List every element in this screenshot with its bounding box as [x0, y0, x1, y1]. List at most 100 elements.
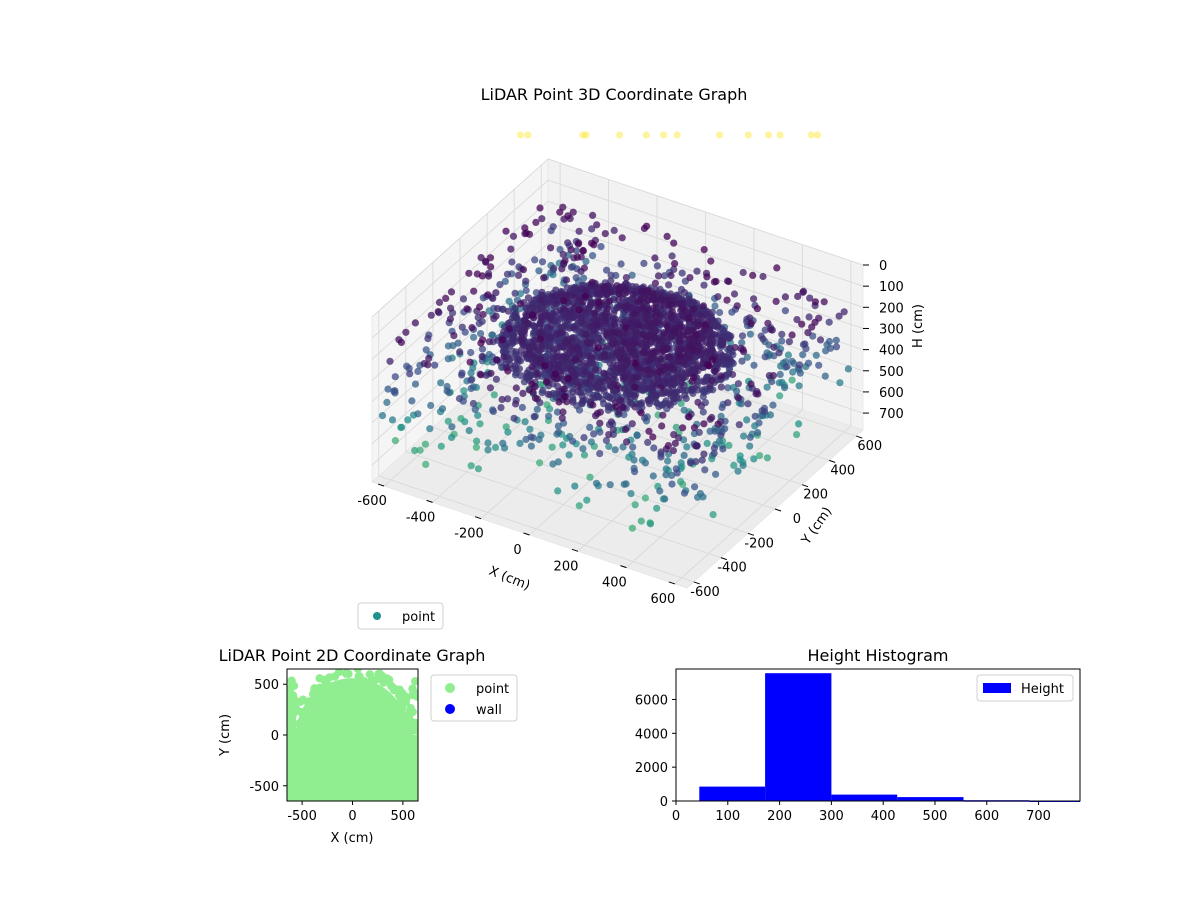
point-3d	[485, 338, 493, 346]
point-3d	[673, 469, 681, 477]
point-3d	[620, 338, 628, 347]
point-3d	[685, 413, 693, 421]
tick-3d-y	[720, 557, 728, 561]
point-3d	[560, 259, 568, 267]
point-3d	[411, 380, 420, 388]
point-3d	[577, 314, 585, 322]
point-3d	[651, 254, 659, 262]
point-3d	[729, 370, 737, 379]
point-3d	[763, 454, 772, 462]
point-3d	[667, 381, 675, 389]
point-3d	[637, 517, 645, 525]
grid-back-z	[547, 179, 864, 287]
point-3d-high	[616, 131, 624, 139]
point-3d	[538, 389, 546, 397]
point-3d	[661, 495, 669, 503]
point-3d	[581, 368, 590, 376]
point-3d	[694, 361, 702, 369]
point-3d	[607, 418, 616, 426]
point-3d	[623, 306, 631, 314]
point-3d	[602, 317, 610, 325]
point-3d	[750, 295, 758, 303]
point-3d	[591, 366, 600, 374]
point-3d	[478, 345, 487, 353]
point-3d	[733, 387, 741, 395]
point-3d	[694, 493, 702, 501]
point-3d	[662, 465, 670, 473]
point-3d	[597, 337, 605, 345]
point-3d	[753, 305, 762, 313]
point-3d	[511, 289, 519, 297]
point-3d	[580, 264, 589, 272]
point-3d	[569, 437, 577, 445]
tick-3d-y	[828, 459, 836, 463]
tick-label-hist-y: 0	[660, 795, 668, 810]
chart-3d-legend: point	[357, 602, 444, 630]
point-3d	[508, 354, 516, 362]
point-2d	[308, 689, 318, 698]
point-3d	[518, 403, 527, 412]
point-3d	[434, 308, 442, 316]
point-3d	[558, 265, 566, 273]
point-3d	[541, 362, 549, 370]
point-3d	[386, 357, 394, 365]
point-3d	[579, 298, 587, 306]
point-3d	[764, 319, 772, 327]
tick-label-3d-z: 400	[879, 344, 904, 359]
point-3d	[556, 306, 565, 314]
chart-2d-legend-wall-marker	[445, 704, 455, 714]
point-3d	[630, 374, 639, 382]
histogram-bars	[699, 673, 1080, 802]
point-2d	[290, 698, 300, 708]
point-3d	[629, 443, 637, 451]
point-3d	[695, 428, 703, 436]
point-3d	[524, 320, 532, 328]
tick-label-3d-x: -400	[406, 510, 436, 525]
chart-2d-ticks: -500 0 500 -500 0 500	[249, 678, 415, 824]
point-3d	[437, 442, 445, 450]
tick-label-3d-y: -200	[744, 536, 774, 551]
point-3d	[739, 461, 747, 470]
point-3d	[484, 446, 492, 454]
point-3d	[680, 406, 688, 414]
point-3d	[560, 297, 568, 305]
point-3d	[665, 281, 673, 289]
point-3d	[492, 289, 500, 297]
point-2d	[367, 675, 377, 684]
point-3d	[566, 307, 574, 315]
point-3d	[677, 459, 685, 467]
point-3d	[443, 387, 451, 395]
point-3d	[596, 428, 604, 436]
point-3d	[662, 471, 670, 479]
point-3d	[589, 211, 597, 219]
point-3d	[623, 361, 631, 369]
tick-label-3d-x: 0	[513, 543, 521, 558]
point-3d	[678, 379, 686, 387]
point-3d	[677, 478, 685, 486]
point-3d	[469, 399, 477, 408]
point-3d	[657, 453, 665, 461]
point-3d	[531, 394, 540, 402]
point-3d	[567, 246, 575, 254]
point-3d	[506, 318, 514, 327]
point-3d	[542, 378, 551, 386]
point-2d	[289, 705, 298, 715]
point-3d	[478, 352, 486, 361]
point-3d-high	[764, 131, 773, 139]
point-2d	[334, 669, 344, 677]
point-3d	[775, 379, 783, 387]
point-3d	[461, 418, 469, 426]
point-3d	[528, 363, 536, 371]
point-3d	[601, 230, 609, 238]
tick-3d-y	[774, 508, 782, 512]
point-2d	[360, 677, 369, 686]
point-3d	[524, 294, 533, 302]
point-3d	[660, 272, 669, 280]
point-3d	[653, 504, 661, 512]
point-3d	[688, 385, 696, 393]
point-3d	[465, 427, 473, 435]
point-3d	[546, 405, 554, 413]
point-3d	[530, 413, 538, 421]
point-3d	[703, 273, 711, 281]
point-3d	[540, 274, 548, 282]
